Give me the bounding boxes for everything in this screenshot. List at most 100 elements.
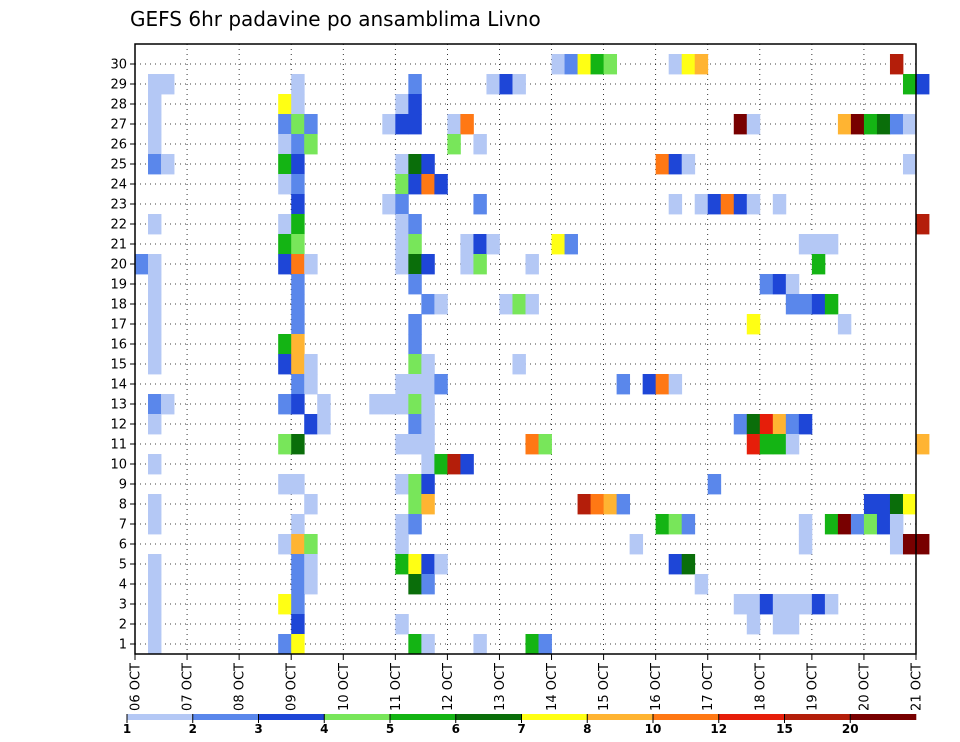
- heat-cell: [395, 214, 409, 235]
- heat-cell: [291, 194, 305, 215]
- heat-cell: [291, 334, 305, 355]
- heat-cell: [291, 474, 305, 495]
- heat-cell: [382, 394, 396, 415]
- heat-cell: [148, 634, 162, 655]
- colorbar-swatch: [587, 714, 654, 720]
- heat-cell: [772, 194, 787, 215]
- heat-cell: [772, 434, 787, 455]
- heat-cell: [278, 94, 292, 115]
- heat-cell: [668, 154, 683, 175]
- heat-cell: [746, 314, 761, 335]
- colorbar-label: 2: [189, 722, 197, 736]
- heat-cell: [863, 494, 878, 515]
- heat-cell: [525, 254, 539, 275]
- colorbar-label: 20: [842, 722, 859, 736]
- heat-cell: [408, 514, 422, 535]
- heat-cell: [291, 574, 305, 595]
- y-tick-label: 10: [110, 458, 127, 473]
- heat-cell: [148, 494, 162, 515]
- heat-cell: [668, 54, 683, 75]
- heat-cell: [421, 294, 435, 315]
- colorbar-label: 1: [123, 722, 131, 736]
- heat-cell: [512, 354, 526, 375]
- heat-cell: [655, 154, 670, 175]
- y-tick-label: 15: [110, 358, 127, 373]
- heat-cell: [291, 634, 305, 655]
- heat-cell: [278, 394, 292, 415]
- heat-cell: [551, 54, 565, 75]
- heat-cell: [408, 474, 422, 495]
- y-tick-label: 7: [119, 518, 127, 533]
- x-tick-label: 19 OCT: [805, 663, 820, 711]
- heat-cell: [148, 394, 162, 415]
- heat-cell: [889, 494, 904, 515]
- heat-cell: [291, 314, 305, 335]
- heat-cell: [395, 234, 409, 255]
- heat-cell: [473, 234, 487, 255]
- heat-cell: [135, 254, 149, 275]
- y-tick-label: 28: [110, 98, 127, 113]
- heat-cell: [148, 614, 162, 635]
- heat-cell: [395, 394, 409, 415]
- y-tick-label: 27: [110, 118, 127, 133]
- heat-cell: [148, 114, 162, 135]
- heat-cell: [408, 494, 422, 515]
- colorbar-swatch: [455, 714, 522, 720]
- x-tick-label: 07 OCT: [181, 663, 196, 711]
- colorbar-label: 4: [320, 722, 328, 736]
- heat-cell: [304, 374, 318, 395]
- heat-cell: [148, 414, 162, 435]
- heat-cell: [746, 414, 761, 435]
- heat-cell: [421, 354, 435, 375]
- heat-cell: [278, 474, 292, 495]
- heat-cell: [772, 274, 787, 295]
- heat-cell: [395, 374, 409, 395]
- heat-cell: [408, 254, 422, 275]
- heat-cell: [278, 114, 292, 135]
- heat-cell: [382, 194, 396, 215]
- y-tick-label: 30: [110, 58, 127, 73]
- colorbar-swatch: [324, 714, 391, 720]
- heat-cell: [291, 554, 305, 575]
- x-tick-label: 11 OCT: [389, 663, 404, 711]
- heat-cell: [304, 494, 318, 515]
- colorbar-swatch: [784, 714, 851, 720]
- colorbar-legend: 1 2 3 4 5 6 7 8 10 12 15 20: [123, 714, 917, 736]
- heat-cell: [291, 214, 305, 235]
- heat-cell: [382, 114, 396, 135]
- y-tick-label: 22: [110, 218, 127, 233]
- heat-cell: [278, 234, 292, 255]
- heat-cell: [889, 54, 904, 75]
- heat-cell: [746, 594, 761, 615]
- heat-cell: [746, 434, 761, 455]
- heat-cell: [148, 274, 162, 295]
- heat-cell: [746, 614, 761, 635]
- heat-cell: [395, 514, 409, 535]
- y-tick-label: 6: [119, 538, 127, 553]
- colorbar-swatch: [653, 714, 720, 720]
- heat-cell: [889, 114, 904, 135]
- heat-cell: [902, 534, 917, 555]
- heat-cell: [291, 174, 305, 195]
- heat-cell: [837, 514, 852, 535]
- heat-cell: [278, 534, 292, 555]
- heat-cell: [655, 374, 670, 395]
- heat-cell: [525, 434, 539, 455]
- heat-cell: [798, 234, 813, 255]
- colorbar-label: 5: [386, 722, 394, 736]
- x-tick-label: 08 OCT: [233, 663, 248, 711]
- heat-cell: [798, 414, 813, 435]
- heat-cell: [421, 494, 435, 515]
- heat-cell: [889, 514, 904, 535]
- heat-cell: [759, 594, 774, 615]
- heat-cell: [876, 514, 891, 535]
- heat-cell: [785, 414, 800, 435]
- heat-cell: [421, 414, 435, 435]
- heat-cell: [694, 54, 709, 75]
- heat-cell: [824, 514, 839, 535]
- y-tick-label: 16: [110, 338, 127, 353]
- y-tick-label: 17: [110, 318, 127, 333]
- heat-cell: [291, 234, 305, 255]
- colorbar-swatch: [718, 714, 785, 720]
